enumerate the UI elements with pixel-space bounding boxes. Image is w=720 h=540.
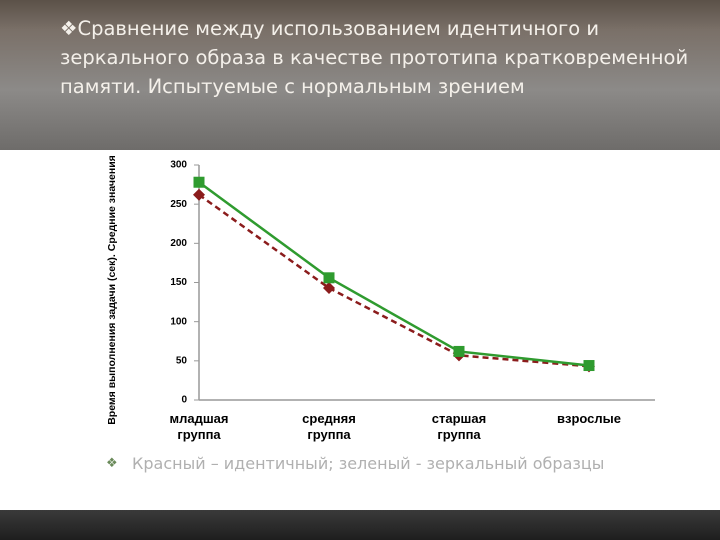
y-tick-label: 150 <box>170 277 187 288</box>
footer-band <box>0 510 720 540</box>
marker <box>193 188 205 201</box>
x-tick-label: взрослые <box>557 411 621 426</box>
series-line <box>198 193 590 368</box>
y-tick-label: 100 <box>170 316 187 327</box>
caption: Красный – идентичный; зеленый - зеркальн… <box>132 454 605 473</box>
bullet: ❖ <box>60 17 78 40</box>
title-text: Сравнение между использованием идентично… <box>60 17 689 98</box>
marker <box>453 345 465 357</box>
y-tick-label: 200 <box>170 238 187 249</box>
marker <box>323 281 335 294</box>
y-tick-label: 0 <box>181 395 187 406</box>
x-tick-label: старшая группа <box>431 411 487 442</box>
header-band <box>0 0 720 150</box>
bullet: ❖ <box>106 456 118 471</box>
y-tick-label: 300 <box>170 160 187 171</box>
marker <box>583 360 595 372</box>
y-axis-label: Время выполнения задачи (сек). Средние з… <box>106 155 118 425</box>
slide-title: ❖Сравнение между использованием идентичн… <box>60 14 690 101</box>
marker <box>323 272 335 284</box>
series-line <box>198 181 590 367</box>
y-tick-label: 50 <box>176 355 188 366</box>
x-tick-label: младшая группа <box>169 411 229 442</box>
y-tick-label: 250 <box>170 199 187 210</box>
marker <box>193 176 205 188</box>
x-tick-label: средняя группа <box>302 411 356 442</box>
